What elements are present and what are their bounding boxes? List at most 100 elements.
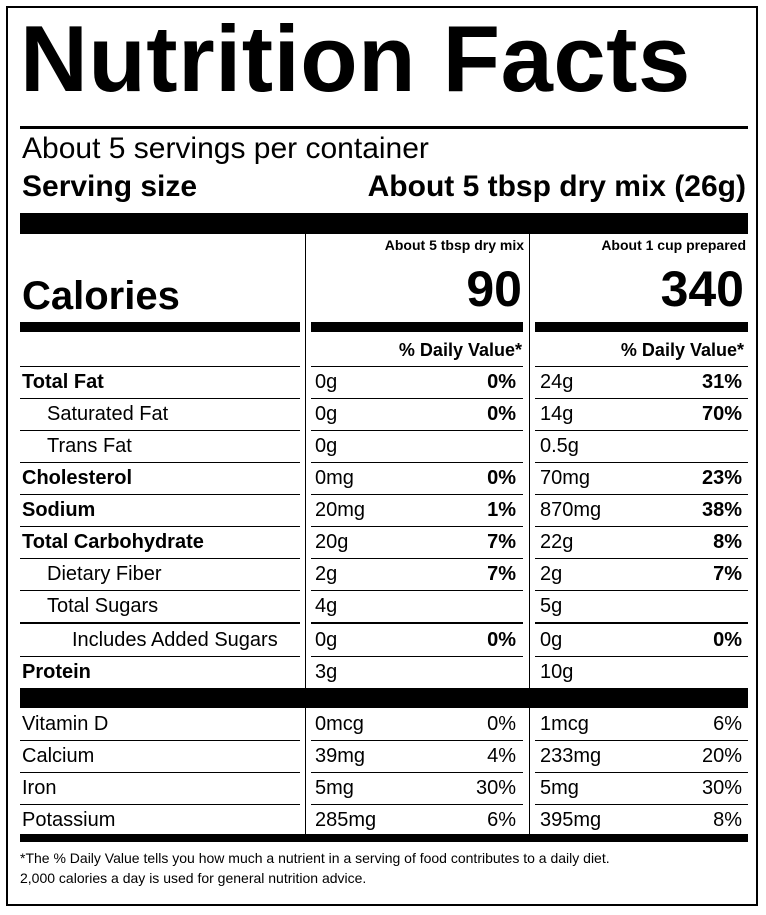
daily-value-prepared: 31% [701, 371, 742, 393]
amount-prepared: 10g [540, 661, 574, 683]
amount-prepared: 870mg [540, 499, 602, 521]
row-divider [20, 366, 300, 367]
daily-value-dry: 0% [487, 403, 516, 425]
daily-value-dry: 1% [487, 499, 516, 521]
nutrient-name: Protein [22, 661, 91, 683]
amount-dry: 20mg [315, 499, 366, 521]
row-divider [311, 622, 523, 624]
daily-value-dry: 7% [487, 563, 516, 585]
nutrient-name: Total Sugars [47, 595, 159, 617]
calories-bar [535, 322, 748, 332]
daily-value-prepared: 38% [701, 499, 742, 521]
amount-prepared: 5mg [540, 777, 579, 799]
nutrient-row: Dietary Fiber 2g 7% 2g 7% [0, 558, 766, 590]
amount-prepared: 22g [540, 531, 574, 553]
row-divider [20, 590, 300, 591]
nutrient-name: Dietary Fiber [47, 563, 162, 585]
row-divider [535, 804, 748, 805]
column-divider [305, 234, 306, 834]
nutrient-row: Total Carbohydrate 20g 7% 22g 8% [0, 526, 766, 558]
bottom-divider [20, 834, 748, 842]
daily-value-heading: % Daily Value* [620, 340, 744, 360]
nutrient-name: Vitamin D [22, 713, 109, 735]
amount-prepared: 24g [540, 371, 574, 393]
row-divider [20, 558, 300, 559]
nutrient-name: Saturated Fat [47, 403, 169, 425]
amount-prepared: 395mg [540, 809, 602, 831]
nutrient-row: Cholesterol 0mg 0% 70mg 23% [0, 462, 766, 494]
nutrient-name: Potassium [22, 809, 116, 831]
daily-value-dry: 4% [487, 745, 516, 767]
row-divider [311, 366, 523, 367]
row-divider [20, 622, 300, 624]
calories-prepared: 340 [660, 261, 744, 317]
daily-value-prepared: 8% [713, 809, 742, 831]
row-divider [535, 398, 748, 399]
divider [20, 126, 748, 129]
calories-bar [20, 322, 300, 332]
row-divider [20, 526, 300, 527]
row-divider [20, 740, 300, 741]
nutrient-name: Iron [22, 777, 57, 799]
daily-value-prepared: 6% [713, 713, 742, 735]
column-divider [529, 234, 530, 834]
daily-value-prepared: 70% [701, 403, 742, 425]
daily-value-dry: 30% [475, 777, 516, 799]
calories-label: Calories [22, 274, 180, 318]
daily-value-prepared: 23% [701, 467, 742, 489]
vitamin-row: Calcium 39mg 4% 233mg 20% [0, 740, 766, 772]
serving-size-label: Serving size [22, 170, 198, 203]
row-divider [20, 656, 300, 657]
row-divider [535, 462, 748, 463]
daily-value-dry: 6% [487, 809, 516, 831]
row-divider [311, 430, 523, 431]
row-divider [535, 526, 748, 527]
footnote-line-1: *The % Daily Value tells you how much a … [20, 850, 610, 866]
amount-dry: 0mg [315, 467, 354, 489]
row-divider [311, 462, 523, 463]
daily-value-dry: 0% [487, 629, 516, 651]
row-divider [535, 772, 748, 773]
nutrient-row: Saturated Fat 0g 0% 14g 70% [0, 398, 766, 430]
row-divider [311, 804, 523, 805]
amount-prepared: 14g [540, 403, 574, 425]
row-divider [20, 494, 300, 495]
label-title: Nutrition Facts [20, 6, 691, 111]
nutrient-name: Cholesterol [22, 467, 133, 489]
amount-dry: 39mg [315, 745, 366, 767]
amount-dry: 285mg [315, 809, 377, 831]
amount-prepared: 0.5g [540, 435, 579, 457]
daily-value-dry: 0% [487, 713, 516, 735]
nutrient-row: Total Sugars 4g 5g [0, 590, 766, 622]
daily-value-prepared: 7% [713, 563, 742, 585]
nutrient-row: Sodium 20mg 1% 870mg 38% [0, 494, 766, 526]
row-divider [535, 590, 748, 591]
footnote-line-2: 2,000 calories a day is used for general… [20, 870, 367, 886]
row-divider [311, 526, 523, 527]
nutrient-name: Calcium [22, 745, 95, 767]
amount-dry: 0mcg [315, 713, 364, 735]
amount-dry: 0g [315, 371, 338, 393]
amount-prepared: 0g [540, 629, 563, 651]
amount-dry: 0g [315, 403, 338, 425]
nutrient-name: Total Carbohydrate [22, 531, 204, 553]
serving-size-value: About 5 tbsp dry mix (26g) [367, 170, 746, 203]
row-divider [311, 740, 523, 741]
servings-per-container: About 5 servings per container [22, 132, 429, 165]
amount-prepared: 1mcg [540, 713, 589, 735]
daily-value-dry: 7% [487, 531, 516, 553]
thick-divider [20, 213, 748, 234]
amount-prepared: 233mg [540, 745, 602, 767]
amount-dry: 3g [315, 661, 338, 683]
calories-dry: 90 [466, 261, 522, 317]
daily-value-dry: 0% [487, 371, 516, 393]
vitamin-row: Iron 5mg 30% 5mg 30% [0, 772, 766, 804]
row-divider [311, 558, 523, 559]
vitamin-row: Potassium 285mg 6% 395mg 8% [0, 804, 766, 836]
row-divider [311, 398, 523, 399]
row-divider [20, 772, 300, 773]
amount-dry: 20g [315, 531, 349, 553]
nutrient-row: Protein 3g 10g [0, 656, 766, 688]
row-divider [20, 462, 300, 463]
daily-value-prepared: 0% [713, 629, 742, 651]
